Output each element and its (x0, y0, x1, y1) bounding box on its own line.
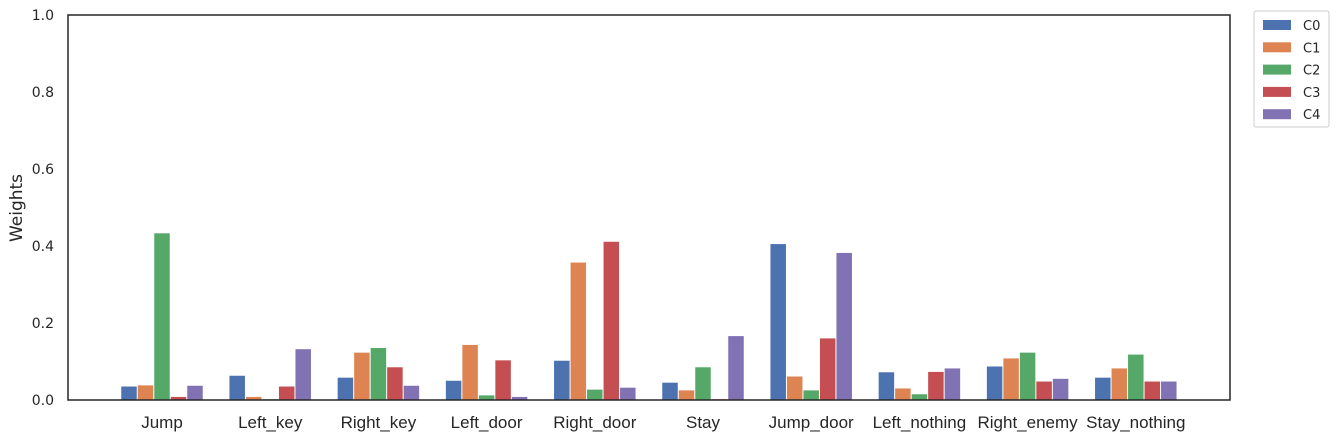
bar-c1-jump (137, 385, 154, 400)
bar-c3-right-door (603, 241, 620, 400)
bar-c4-stay (728, 336, 744, 400)
legend-swatch-c2 (1263, 64, 1291, 75)
legend-frame (1253, 10, 1330, 128)
bar-c1-left-nothing (895, 388, 911, 400)
x-tick-label: Stay_nothing (1086, 413, 1185, 432)
bar-c4-jump (187, 385, 203, 400)
legend-label-c3: C3 (1303, 86, 1320, 101)
bar-c2-left-door (478, 395, 495, 400)
legend-label-c1: C1 (1303, 41, 1320, 56)
bar-c0-jump (121, 386, 137, 400)
y-tick-label: 0.4 (32, 239, 54, 255)
bar-c0-right-key (337, 377, 354, 400)
bar-c4-right-door (620, 387, 636, 400)
y-tick-label: 0.2 (32, 316, 54, 332)
x-axis-labels: Jump Left_key Right_key Left_door Right_door… (141, 413, 1185, 432)
x-tick-label: Left_door (451, 413, 523, 432)
bar-c0-right-enemy (986, 366, 1003, 400)
bar-c3-right-key (387, 367, 403, 400)
legend-swatch-c4 (1263, 109, 1291, 120)
y-axis-title: Weights (7, 174, 27, 242)
bar-c0-left-door (445, 380, 462, 400)
x-tick-label: Stay (686, 413, 721, 432)
bar-c1-right-enemy (1003, 358, 1019, 400)
bar-c1-stay-nothing (1111, 368, 1128, 400)
bar-c4-right-key (403, 385, 420, 400)
bar-c1-left-door (462, 344, 478, 400)
bar-c1-right-key (354, 352, 370, 400)
legend: C0 C1 C2 C3 C4 (1253, 10, 1330, 128)
x-tick-label: Right_enemy (978, 413, 1079, 432)
y-tick-label: 1.0 (32, 8, 54, 24)
bar-c4-left-nothing (944, 368, 961, 400)
bar-c2-right-door (587, 389, 603, 400)
bar-c4-stay-nothing (1161, 381, 1177, 400)
bar-c4-left-door (511, 396, 528, 400)
legend-swatch-c3 (1263, 86, 1291, 97)
bar-c2-jump (154, 233, 170, 400)
bar-c1-right-door (570, 262, 587, 400)
x-tick-label: Right_door (553, 413, 637, 432)
bar-c3-stay-nothing (1144, 381, 1161, 400)
bar-c2-right-enemy (1019, 352, 1036, 400)
bar-c1-left-key (245, 396, 262, 400)
y-axis-ticks: 0.0 0.2 0.4 0.6 0.8 1.0 (32, 8, 54, 409)
bar-c0-jump-door (770, 244, 786, 400)
bar-c4-jump-door (836, 252, 852, 400)
bar-c1-stay (678, 390, 695, 401)
legend-label-c2: C2 (1303, 64, 1320, 79)
bar-c3-left-nothing (928, 371, 944, 400)
y-tick-label: 0.6 (32, 162, 54, 178)
bar-c0-left-key (229, 375, 245, 400)
x-tick-label: Right_key (341, 413, 417, 432)
bar-c0-right-door (554, 360, 570, 400)
legend-label-c4: C4 (1303, 108, 1320, 123)
legend-swatch-c0 (1263, 20, 1291, 30)
bar-c2-jump-door (803, 390, 819, 401)
y-tick-label: 0.0 (32, 393, 54, 409)
bar-c3-jump-door (819, 338, 836, 400)
bar-c4-right-enemy (1052, 378, 1069, 400)
x-tick-label: Jump_door (769, 413, 854, 432)
bar-c2-stay-nothing (1128, 354, 1144, 400)
bar-c2-stay (695, 367, 711, 400)
bar-c0-stay-nothing (1095, 377, 1111, 400)
x-tick-label: Left_key (238, 413, 303, 432)
x-tick-label: Jump (141, 413, 183, 432)
bar-c2-left-nothing (911, 394, 928, 400)
bar-c3-left-door (495, 360, 511, 400)
legend-label-c0: C0 (1303, 19, 1320, 34)
bar-c3-left-key (278, 386, 295, 400)
bars-group (121, 233, 1177, 401)
bar-c0-stay (662, 382, 678, 400)
bar-c3-jump (170, 396, 187, 400)
bar-c4-left-key (295, 349, 311, 400)
bar-c2-right-key (370, 348, 387, 400)
y-tick-label: 0.8 (32, 85, 54, 101)
bar-c3-right-enemy (1036, 381, 1052, 400)
bar-c0-left-nothing (878, 372, 895, 400)
bar-c1-jump-door (786, 376, 803, 400)
legend-swatch-c1 (1263, 42, 1291, 53)
plot-frame (67, 14, 1231, 401)
x-tick-label: Left_nothing (873, 413, 967, 432)
